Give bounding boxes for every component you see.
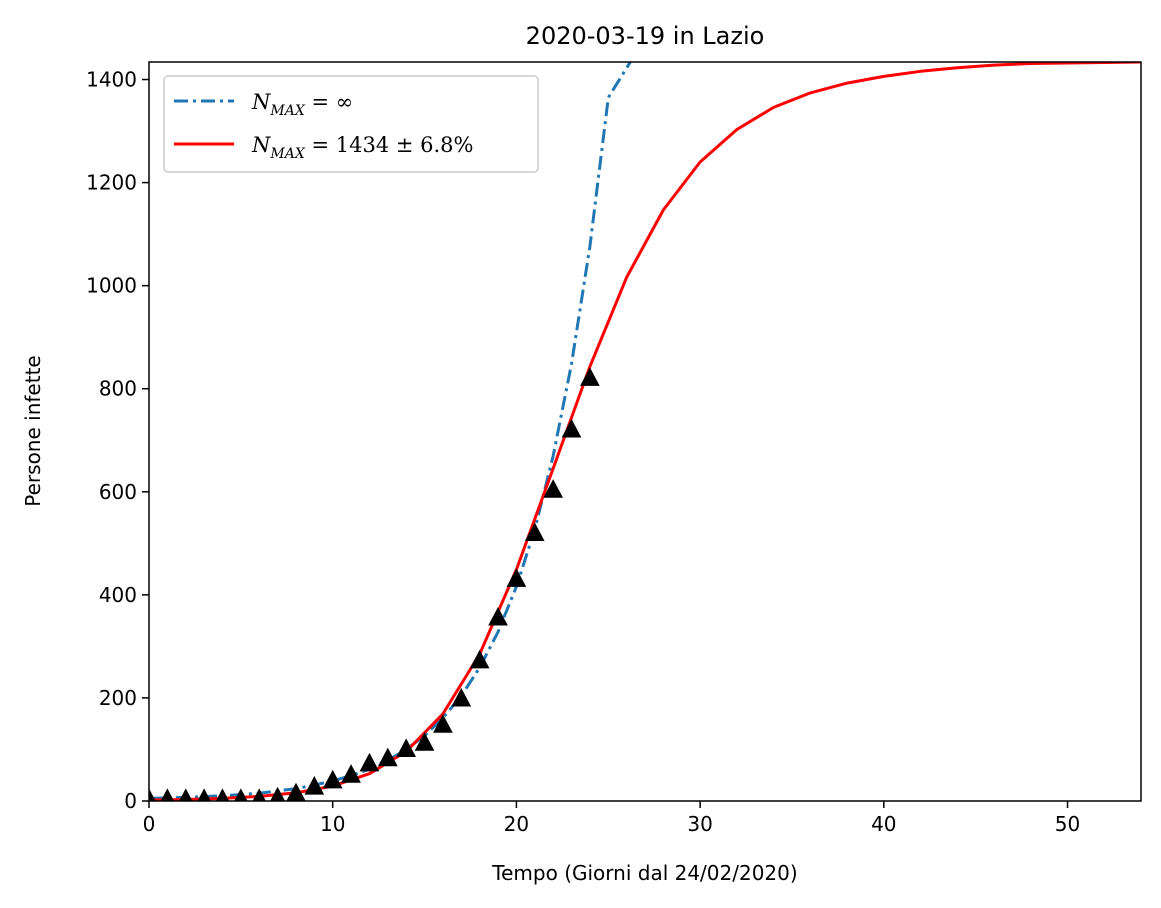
data-point-marker — [322, 769, 343, 789]
axis-ticks: 0 10 20 30 40 50 0 200 400 600 800 1000 1200 1400 — [86, 68, 1080, 836]
data-point-marker — [524, 522, 545, 542]
y-tick-label: 1200 — [86, 171, 137, 195]
data-point-marker — [304, 776, 325, 795]
data-point-marker — [215, 788, 230, 801]
x-tick-label: 0 — [143, 812, 156, 836]
x-tick-label: 30 — [687, 812, 712, 836]
data-point-marker — [359, 752, 380, 772]
x-tick-label: 40 — [871, 812, 896, 836]
legend-label: NMAX = ∞ — [251, 90, 353, 119]
data-point-marker — [396, 738, 417, 757]
x-axis-label: Tempo (Giorni dal 24/02/2020) — [491, 861, 797, 885]
y-tick-label: 0 — [124, 789, 137, 813]
x-tick-label: 50 — [1055, 812, 1080, 836]
legend: NMAX = ∞ NMAX = 1434 ± 6.8% — [163, 75, 539, 173]
data-point-marker — [160, 788, 175, 801]
data-point-marker — [179, 788, 193, 801]
data-point-marker — [252, 788, 266, 801]
y-tick-label: 1400 — [86, 68, 137, 92]
y-tick-label: 200 — [99, 686, 137, 710]
data-point-marker — [149, 788, 156, 801]
axes-frame — [148, 61, 1142, 802]
data-point-marker — [561, 418, 582, 438]
data-point-marker — [270, 786, 286, 801]
data-point-marker — [543, 479, 563, 498]
chart-title: 2020-03-19 in Lazio — [526, 22, 765, 50]
legend-box — [163, 75, 539, 173]
x-tick-label: 20 — [504, 812, 529, 836]
data-point-marker — [433, 714, 453, 733]
y-axis-label: Persone infette — [21, 355, 45, 506]
x-tick-label: 10 — [320, 812, 345, 836]
y-tick-label: 800 — [99, 377, 137, 401]
data-point-marker — [414, 732, 435, 751]
y-tick-label: 600 — [99, 480, 137, 504]
data-point-marker — [234, 788, 248, 801]
plot-area — [149, 62, 1141, 801]
data-point-marker — [506, 568, 527, 587]
data-point-marker — [197, 788, 211, 801]
legend-label: NMAX = 1434 ± 6.8% — [251, 133, 473, 162]
data-point-marker — [451, 687, 472, 707]
data-point-marker — [469, 649, 490, 669]
y-tick-label: 400 — [99, 583, 137, 607]
data-point-marker — [377, 747, 398, 767]
data-point-marker — [580, 367, 600, 386]
data-point-marker — [341, 764, 361, 783]
data-point-marker — [488, 606, 508, 626]
series-line-exponential — [149, 62, 632, 800]
y-tick-label: 1000 — [86, 274, 137, 298]
